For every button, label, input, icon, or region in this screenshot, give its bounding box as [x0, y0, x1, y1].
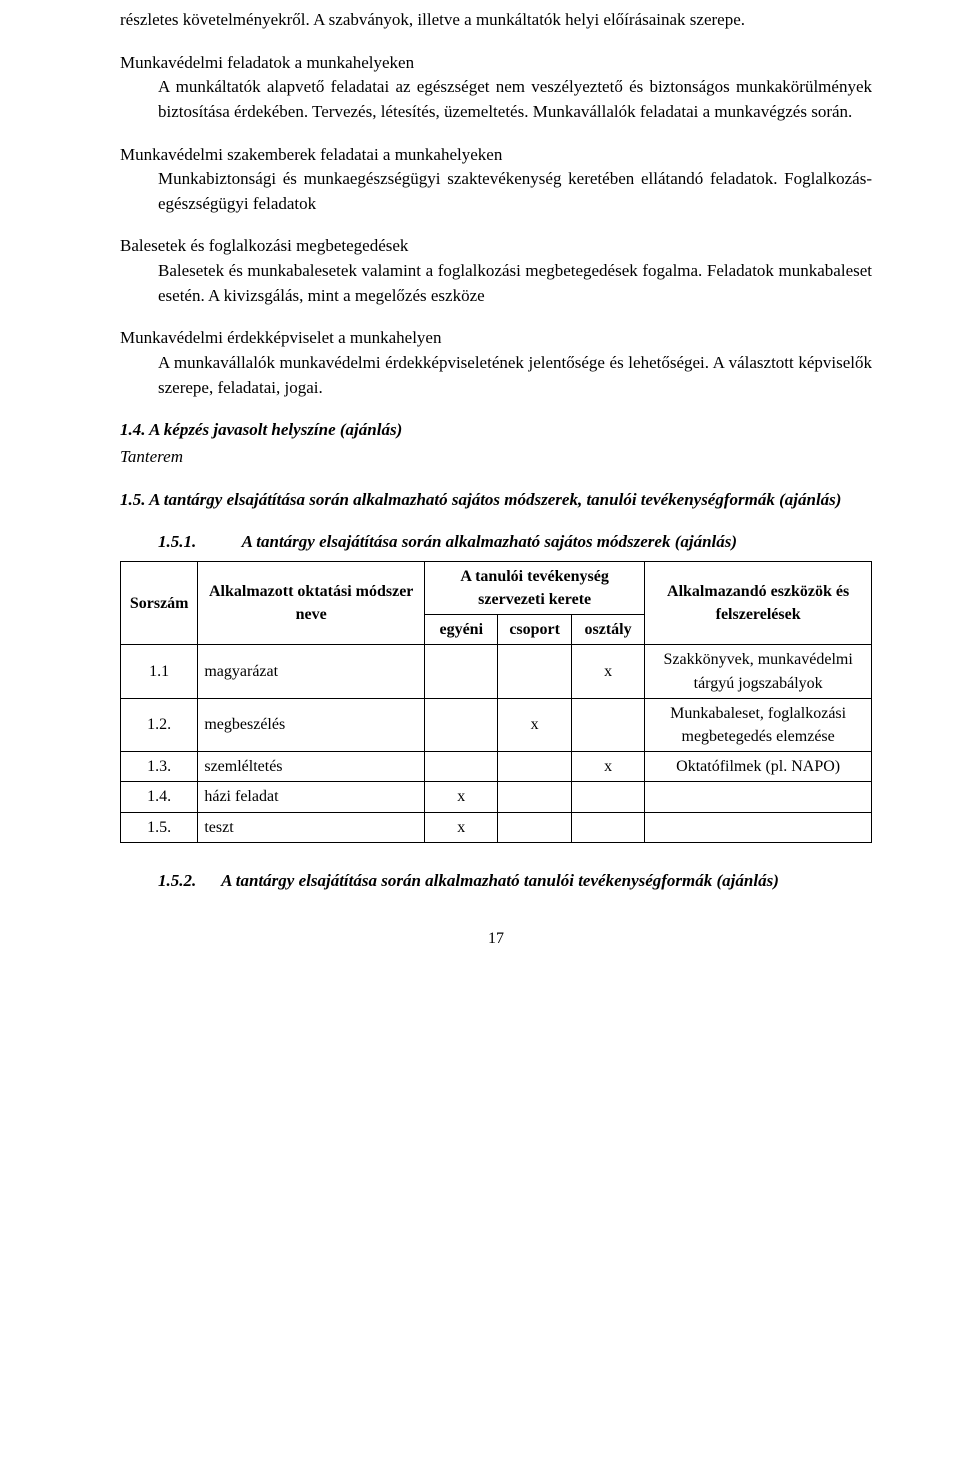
cell-eq: Oktatófilmek (pl. NAPO)	[645, 752, 872, 782]
th-osztaly: osztály	[571, 615, 644, 645]
section-1-5-2-rest: A tantárgy elsajátítása során alkalmazha…	[221, 871, 779, 890]
methods-tbody: 1.1 magyarázat x Szakkönyvek, munkavédel…	[121, 645, 872, 842]
cell-e	[425, 752, 498, 782]
section-1-5-title: 1.5. A tantárgy elsajátítása során alkal…	[120, 488, 872, 513]
section-3-body: Balesetek és munkabalesetek valamint a f…	[120, 259, 872, 308]
section-1-head: Munkavédelmi feladatok a munkahelyeken	[120, 51, 872, 76]
cell-n: 1.3.	[121, 752, 198, 782]
th-egyeni: egyéni	[425, 615, 498, 645]
table-row: 1.3. szemléltetés x Oktatófilmek (pl. NA…	[121, 752, 872, 782]
cell-cs	[498, 812, 571, 842]
cell-eq: Szakkönyvek, munkavédelmi tárgyú jogszab…	[645, 645, 872, 698]
cell-e: x	[425, 812, 498, 842]
cell-cs	[498, 782, 571, 812]
table-row: 1.1 magyarázat x Szakkönyvek, munkavédel…	[121, 645, 872, 698]
cell-o	[571, 698, 644, 751]
cell-e	[425, 645, 498, 698]
cell-eq	[645, 812, 872, 842]
th-csoport: csoport	[498, 615, 571, 645]
section-3: Balesetek és foglalkozási megbetegedések…	[120, 234, 872, 308]
section-2-body: Munkabiztonsági és munkaegészségügyi sza…	[120, 167, 872, 216]
section-1-4-sub: Tanterem	[120, 445, 872, 470]
section-1-5-1: 1.5.1. A tantárgy elsajátítása során alk…	[158, 530, 872, 555]
section-1: Munkavédelmi feladatok a munkahelyeken A…	[120, 51, 872, 125]
section-1-4-title: 1.4. A képzés javasolt helyszíne (ajánlá…	[120, 418, 872, 443]
cell-m: magyarázat	[198, 645, 425, 698]
table-row: 1.5. teszt x	[121, 812, 872, 842]
section-1-body: A munkáltatók alapvető feladatai az egés…	[120, 75, 872, 124]
cell-m: szemléltetés	[198, 752, 425, 782]
th-sorszam: Sorszám	[121, 561, 198, 645]
page-number: 17	[120, 927, 872, 950]
table-row: 1.2. megbeszélés x Munkabaleset, foglalk…	[121, 698, 872, 751]
cell-e	[425, 698, 498, 751]
section-1-5-1-title: A tantárgy elsajátítása során alkalmazha…	[242, 532, 737, 551]
th-method: Alkalmazott oktatási módszer neve	[198, 561, 425, 645]
section-1-5-2: 1.5.2. A tantárgy elsajátítása során alk…	[158, 869, 872, 894]
section-4-body: A munkavállalók munkavédelmi érdekképvis…	[120, 351, 872, 400]
cell-cs: x	[498, 698, 571, 751]
section-1-5-2-num: 1.5.2.	[158, 871, 196, 890]
cell-eq	[645, 782, 872, 812]
methods-table: Sorszám Alkalmazott oktatási módszer nev…	[120, 561, 872, 843]
cell-n: 1.4.	[121, 782, 198, 812]
cell-cs	[498, 645, 571, 698]
section-1-5-text: 1.5. A tantárgy elsajátítása során alkal…	[120, 490, 841, 509]
cell-o	[571, 782, 644, 812]
section-4: Munkavédelmi érdekképviselet a munkahely…	[120, 326, 872, 400]
section-2: Munkavédelmi szakemberek feladatai a mun…	[120, 143, 872, 217]
cell-eq: Munkabaleset, foglalkozási megbetegedés …	[645, 698, 872, 751]
cell-n: 1.1	[121, 645, 198, 698]
section-2-head: Munkavédelmi szakemberek feladatai a mun…	[120, 143, 872, 168]
cell-o	[571, 812, 644, 842]
cell-m: házi feladat	[198, 782, 425, 812]
section-4-head: Munkavédelmi érdekképviselet a munkahely…	[120, 326, 872, 351]
cell-o: x	[571, 752, 644, 782]
cell-cs	[498, 752, 571, 782]
cell-m: teszt	[198, 812, 425, 842]
th-equipment: Alkalmazandó eszközök és felszerelések	[645, 561, 872, 645]
cell-m: megbeszélés	[198, 698, 425, 751]
cell-e: x	[425, 782, 498, 812]
section-3-head: Balesetek és foglalkozási megbetegedések	[120, 234, 872, 259]
th-context: A tanulói tevékenység szervezeti kerete	[425, 561, 645, 614]
table-row: 1.4. házi feladat x	[121, 782, 872, 812]
cell-o: x	[571, 645, 644, 698]
cell-n: 1.5.	[121, 812, 198, 842]
section-1-5-1-num: 1.5.1.	[158, 530, 238, 555]
intro-tail: részletes követelményekről. A szabványok…	[120, 8, 872, 33]
cell-n: 1.2.	[121, 698, 198, 751]
